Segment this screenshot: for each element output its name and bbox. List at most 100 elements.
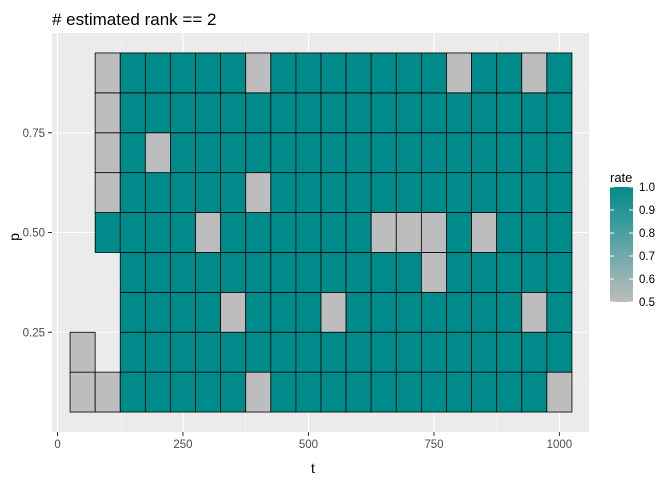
heatmap-cell — [345, 252, 372, 293]
heatmap-cell — [195, 291, 222, 333]
heatmap-cell — [144, 212, 171, 253]
heatmap-cell — [119, 172, 146, 213]
heatmap-cell — [220, 172, 247, 213]
heatmap-cell — [446, 92, 472, 134]
heatmap-cell — [345, 291, 372, 333]
heatmap-cell — [496, 212, 523, 253]
heatmap-cell — [245, 172, 272, 213]
heatmap-cell — [195, 331, 222, 373]
heatmap-cell — [270, 371, 297, 413]
y-axis-title: p — [6, 233, 22, 241]
heatmap-cell — [370, 212, 397, 253]
heatmap-cell — [170, 252, 196, 293]
heatmap-cell — [546, 52, 573, 94]
heatmap-cell — [521, 371, 548, 413]
heatmap-cell — [446, 371, 472, 413]
heatmap-cell — [446, 291, 472, 333]
heatmap-cell — [170, 92, 196, 134]
heatmap-cell — [320, 172, 347, 213]
heatmap-cell — [220, 291, 247, 333]
heatmap-cell — [144, 371, 171, 413]
heatmap-cell — [471, 252, 498, 293]
heatmap-cell — [170, 371, 196, 413]
heatmap-cell — [395, 371, 422, 413]
heatmap-cell — [195, 371, 222, 413]
heatmap-cell — [270, 252, 297, 293]
heatmap-cell — [345, 172, 372, 213]
heatmap-cell — [270, 132, 297, 174]
heatmap-cell — [119, 52, 146, 94]
heatmap-cell — [245, 291, 272, 333]
heatmap-cell — [521, 92, 548, 134]
heatmap-cell — [471, 132, 498, 174]
heatmap-cell — [370, 371, 397, 413]
heatmap-cell — [270, 291, 297, 333]
heatmap-cell — [471, 92, 498, 134]
heatmap-cell — [295, 291, 322, 333]
heatmap-cell — [195, 172, 222, 213]
heatmap-cell — [546, 371, 573, 413]
heatmap-cell — [395, 52, 422, 94]
heatmap-cell — [270, 172, 297, 213]
x-tick-label: 1000 — [547, 439, 573, 451]
heatmap-cell — [245, 252, 272, 293]
heatmap-cell — [395, 212, 422, 253]
heatmap-cell — [471, 291, 498, 333]
heatmap-cell — [521, 132, 548, 174]
heatmap-cell — [295, 52, 322, 94]
heatmap-cell — [370, 252, 397, 293]
heatmap-cell — [245, 212, 272, 253]
y-tick-label: 0.75 — [23, 128, 45, 140]
heatmap-cell — [170, 132, 196, 174]
chart-title: # estimated rank == 2 — [52, 10, 216, 29]
heatmap-cell — [144, 132, 171, 174]
heatmap-cell — [220, 132, 247, 174]
heatmap-cell — [496, 52, 523, 94]
heatmap-cell — [546, 172, 573, 213]
heatmap-cell — [170, 331, 196, 373]
heatmap-cells — [69, 52, 573, 413]
heatmap-cell — [471, 371, 498, 413]
heatmap-cell — [220, 52, 247, 94]
heatmap-cell — [270, 212, 297, 253]
heatmap-cell — [144, 331, 171, 373]
heatmap-cell — [144, 291, 171, 333]
heatmap-cell — [546, 92, 573, 134]
heatmap-cell — [446, 172, 472, 213]
heatmap-cell — [521, 212, 548, 253]
heatmap-cell — [69, 371, 96, 413]
heatmap-cell — [521, 172, 548, 213]
legend-colorbar — [610, 187, 633, 302]
heatmap-cell — [496, 132, 523, 174]
heatmap-cell — [471, 52, 498, 94]
heatmap-cell — [69, 331, 96, 373]
heatmap-cell — [170, 291, 196, 333]
heatmap-cell — [546, 331, 573, 373]
legend-label: 0.6 — [639, 274, 655, 286]
heatmap-cell — [245, 92, 272, 134]
heatmap-cell — [94, 371, 121, 413]
heatmap-cell — [220, 252, 247, 293]
heatmap-cell — [144, 52, 171, 94]
legend-label: 0.5 — [639, 297, 655, 309]
heatmap-cell — [295, 331, 322, 373]
heatmap-cell — [546, 132, 573, 174]
heatmap-cell — [395, 172, 422, 213]
heatmap-cell — [345, 371, 372, 413]
heatmap-cell — [496, 371, 523, 413]
heatmap-cell — [420, 291, 447, 333]
heatmap-cell — [295, 172, 322, 213]
heatmap-cell — [295, 212, 322, 253]
legend-label: 1.0 — [639, 182, 655, 194]
heatmap-cell — [420, 252, 447, 293]
legend-title: rate — [610, 170, 632, 185]
heatmap-cell — [420, 52, 447, 94]
heatmap-cell — [395, 291, 422, 333]
heatmap-cell — [521, 331, 548, 373]
heatmap-cell — [521, 291, 548, 333]
heatmap-cell — [220, 371, 247, 413]
heatmap-cell — [370, 92, 397, 134]
heatmap-cell — [496, 252, 523, 293]
heatmap-cell — [119, 291, 146, 333]
